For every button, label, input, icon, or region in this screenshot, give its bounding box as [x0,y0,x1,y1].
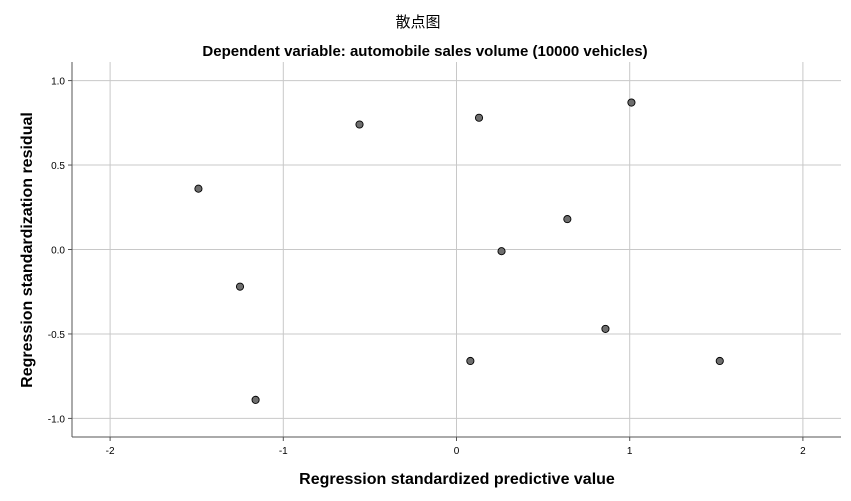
y-tick-label: -0.5 [48,330,66,341]
data-point [235,282,245,291]
x-tick-label: 1 [627,446,633,457]
data-point [251,395,260,404]
data-point [474,113,484,122]
y-tick-label: 1.0 [51,77,65,88]
chart-subtitle: Dependent variable: automobile sales vol… [202,43,647,60]
data-points [194,98,724,404]
x-tick-label: 0 [454,446,460,457]
x-tick-label: -2 [106,446,115,457]
data-point [466,356,475,366]
x-tick-label: 2 [800,446,806,457]
data-point [601,324,610,333]
x-axis-label: Regression standardized predictive value [299,471,615,488]
y-tick-label: -1.0 [48,414,66,425]
data-point [497,247,506,256]
data-point [715,356,724,366]
axes [68,62,841,441]
data-point [627,98,636,107]
data-point [563,215,572,224]
data-point [355,120,364,129]
y-axis-label: Regression standardization residual [19,112,36,388]
y-tick-label: 0.0 [51,246,65,257]
data-point [194,184,203,193]
tick-labels: -2 -1 0 1 2 1.0 0.5 0.0 -0.5 -1.0 [48,77,806,457]
grid-lines [72,62,841,437]
x-tick-label: -1 [279,446,288,457]
y-tick-label: 0.5 [51,161,65,172]
chart-title: 散点图 [395,13,440,31]
